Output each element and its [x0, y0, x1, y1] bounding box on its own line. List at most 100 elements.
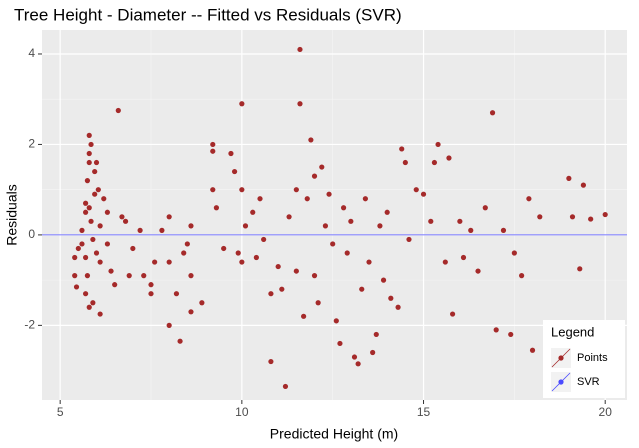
point	[348, 218, 354, 224]
point	[384, 209, 390, 215]
point	[377, 223, 383, 229]
point	[72, 254, 78, 261]
point	[177, 338, 183, 344]
point	[242, 223, 249, 229]
point	[221, 245, 227, 252]
point	[228, 150, 234, 157]
point	[199, 300, 205, 306]
point	[119, 214, 125, 220]
legend-label: SVR	[577, 376, 600, 388]
point	[166, 214, 172, 220]
point	[253, 254, 259, 261]
point	[359, 286, 365, 292]
legend-key-point	[558, 379, 564, 385]
point	[130, 245, 136, 252]
point	[95, 187, 101, 193]
point	[399, 146, 405, 152]
point	[566, 175, 572, 181]
point	[101, 196, 107, 202]
y-tick-label: 0	[28, 227, 35, 241]
point	[435, 141, 441, 148]
point	[210, 187, 216, 193]
point	[73, 284, 80, 290]
point	[519, 273, 525, 279]
point	[250, 209, 256, 215]
point	[366, 259, 372, 265]
point	[322, 223, 329, 229]
point	[257, 196, 263, 202]
point	[311, 273, 318, 279]
point	[86, 150, 92, 157]
x-tick-label: 5	[57, 405, 64, 419]
point	[84, 273, 91, 279]
point	[97, 259, 103, 265]
point	[493, 327, 499, 333]
point	[297, 101, 303, 107]
point	[602, 211, 608, 218]
point	[93, 250, 100, 256]
point	[261, 236, 267, 243]
point	[333, 318, 339, 324]
point	[355, 361, 361, 367]
point	[431, 159, 438, 166]
point	[286, 214, 292, 220]
point	[97, 223, 103, 229]
point	[529, 347, 536, 353]
point	[275, 263, 281, 270]
point	[86, 159, 92, 166]
point	[86, 205, 92, 211]
point	[83, 200, 89, 206]
point	[326, 191, 332, 197]
point	[148, 291, 154, 297]
point	[569, 214, 576, 220]
point	[83, 209, 89, 215]
point	[508, 331, 514, 338]
point	[526, 196, 532, 202]
point	[370, 349, 376, 356]
point	[293, 187, 299, 193]
x-tick-label: 15	[417, 405, 431, 419]
x-axis-label: Predicted Height (m)	[270, 426, 398, 442]
point	[362, 196, 368, 202]
point	[166, 259, 172, 265]
point	[90, 300, 96, 306]
point	[115, 107, 121, 114]
point	[282, 383, 289, 390]
legend-label: Points	[577, 352, 608, 364]
point	[388, 295, 394, 301]
point	[340, 205, 347, 211]
point	[301, 313, 307, 319]
y-axis-label: Residuals	[4, 184, 20, 245]
x-tick-label: 20	[599, 405, 613, 419]
point	[442, 259, 448, 265]
point	[166, 322, 172, 328]
point	[344, 250, 350, 256]
point	[188, 273, 194, 279]
point	[428, 218, 434, 224]
point	[279, 286, 285, 292]
point	[449, 311, 456, 317]
point	[159, 227, 165, 233]
point	[148, 282, 154, 288]
point	[537, 214, 543, 220]
point	[92, 168, 98, 175]
point	[468, 227, 474, 233]
point	[88, 141, 94, 148]
point	[97, 311, 103, 317]
point	[475, 268, 481, 274]
point	[380, 277, 387, 283]
point	[311, 173, 318, 179]
chart-title: Tree Height - Diameter -- Fitted vs Resi…	[14, 5, 402, 24]
legend-title: Legend	[551, 324, 594, 339]
y-tick-label: -2	[24, 318, 35, 332]
point	[420, 191, 427, 197]
point	[235, 250, 241, 256]
point	[482, 205, 488, 211]
point	[188, 223, 194, 229]
y-tick-label: 2	[28, 137, 35, 151]
point	[239, 187, 245, 193]
point	[446, 155, 452, 161]
point	[580, 182, 586, 188]
point	[173, 291, 180, 297]
